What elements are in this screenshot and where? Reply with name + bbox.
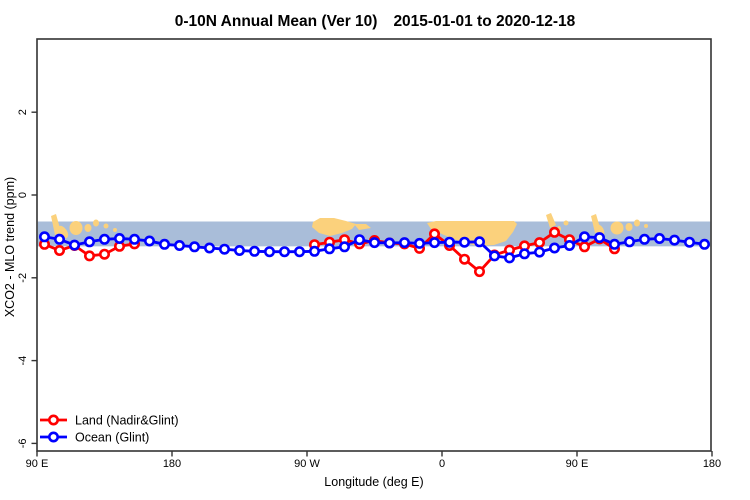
ocean-series-point	[293, 246, 305, 258]
land-series-point	[458, 253, 470, 265]
ocean-series-point	[473, 236, 485, 248]
land-series-point	[533, 237, 545, 249]
x-tick-label: 90 E	[566, 458, 589, 470]
ocean-series-point	[278, 246, 290, 258]
ocean-series-point	[488, 250, 500, 262]
chart-title: 0-10N Annual Mean (Ver 10) 2015-01-01 to …	[175, 13, 576, 30]
chart-title-dates: 2015-01-01 to 2020-12-18	[393, 13, 575, 30]
ocean-series-point	[368, 237, 380, 249]
map-land-island-c	[644, 224, 648, 228]
ocean-series-point	[623, 236, 635, 248]
y-tick-label: 2	[17, 109, 29, 115]
ocean-series-point	[189, 241, 201, 253]
ocean-series-point	[593, 232, 605, 244]
ocean-series-point	[383, 237, 395, 249]
y-tick-label: -2	[17, 273, 29, 283]
land-series-point	[473, 266, 485, 278]
ocean-series-point	[503, 252, 515, 264]
map-land-africa	[427, 221, 517, 246]
ocean-series-point	[458, 236, 470, 248]
map-land-south-america	[312, 218, 356, 236]
ocean-series-point	[114, 233, 126, 245]
map-land-maluku	[103, 223, 109, 229]
ocean-series-point	[308, 245, 320, 257]
ocean-series-point	[533, 246, 545, 258]
ocean-series-point	[683, 236, 695, 248]
y-axis-title: XCO2 - MLO trend (ppm)	[3, 177, 17, 317]
map-land-india-tip	[546, 213, 556, 228]
map-land-mindanao-2	[634, 219, 640, 227]
ocean-series-point	[563, 240, 575, 252]
ocean-series-point	[219, 243, 231, 255]
ocean-series-point	[443, 236, 455, 248]
ocean-series-point	[129, 233, 141, 245]
x-axis-title: Longitude (deg E)	[324, 475, 423, 489]
ocean-series-point	[353, 234, 365, 246]
x-tick-label: 90 W	[294, 458, 320, 470]
map-land-south-america-east	[354, 224, 371, 230]
ocean-series-point	[159, 238, 171, 250]
plot-frame	[36, 38, 712, 452]
ocean-series-point	[249, 245, 261, 257]
ocean-series-point	[323, 243, 335, 255]
ocean-series-point	[608, 238, 620, 250]
ocean-series-point	[174, 240, 186, 252]
ocean-series-point	[413, 237, 425, 249]
ocean-series-point	[668, 234, 680, 246]
legend-marker-ocean	[47, 431, 59, 443]
map-land-island-a	[113, 228, 117, 232]
chart-layer: 90 E 180 90 W 0 90 E 180 2 0 -2 -4 -6 Land (Nadir&G…	[17, 38, 721, 470]
chart-title-main: 0-10N Annual Mean (Ver 10)	[175, 13, 378, 30]
ocean-series-point	[263, 246, 275, 258]
ocean-series-point	[38, 231, 50, 243]
land-series-point	[428, 228, 440, 240]
ocean-series-point	[698, 238, 710, 250]
ocean-series-point	[338, 241, 350, 253]
ocean-series-point	[653, 233, 665, 245]
map-land-island-b	[563, 220, 569, 226]
legend-label-land: Land (Nadir&Glint)	[75, 414, 179, 428]
map-land-sulawesi	[84, 224, 92, 232]
map-land-borneo-2	[610, 221, 624, 235]
land-series-point	[578, 241, 590, 253]
y-tick-label: -4	[17, 356, 29, 366]
ocean-series-point	[84, 236, 96, 248]
ocean-series-point	[53, 233, 65, 245]
x-tick-label: 90 E	[26, 458, 49, 470]
land-series-point	[53, 245, 65, 257]
ocean-series-point	[99, 233, 111, 245]
ocean-series-point	[69, 239, 81, 251]
land-series-point	[84, 250, 96, 262]
x-tick-label: 180	[163, 458, 181, 470]
map-land-mindanao	[93, 219, 99, 227]
ocean-series-point	[204, 242, 216, 254]
ocean-series-point	[578, 231, 590, 243]
ocean-series-point	[518, 248, 530, 260]
map-land-borneo	[69, 221, 83, 235]
ocean-series-point	[234, 245, 246, 257]
x-tick-label: 0	[439, 458, 445, 470]
map-land-sulawesi-2	[625, 223, 633, 231]
ocean-series-point	[638, 233, 650, 245]
y-tick-label: -6	[17, 439, 29, 449]
legend-label-ocean: Ocean (Glint)	[75, 431, 149, 445]
y-tick-label: 0	[17, 192, 29, 198]
ocean-series-point	[428, 237, 440, 249]
ocean-series-point	[548, 242, 560, 254]
land-series-point	[548, 226, 560, 238]
land-series-point	[99, 248, 111, 260]
ocean-series-point	[398, 237, 410, 249]
legend-marker-land	[47, 414, 59, 426]
x-tick-label: 180	[703, 458, 721, 470]
ocean-series-point	[144, 235, 156, 247]
